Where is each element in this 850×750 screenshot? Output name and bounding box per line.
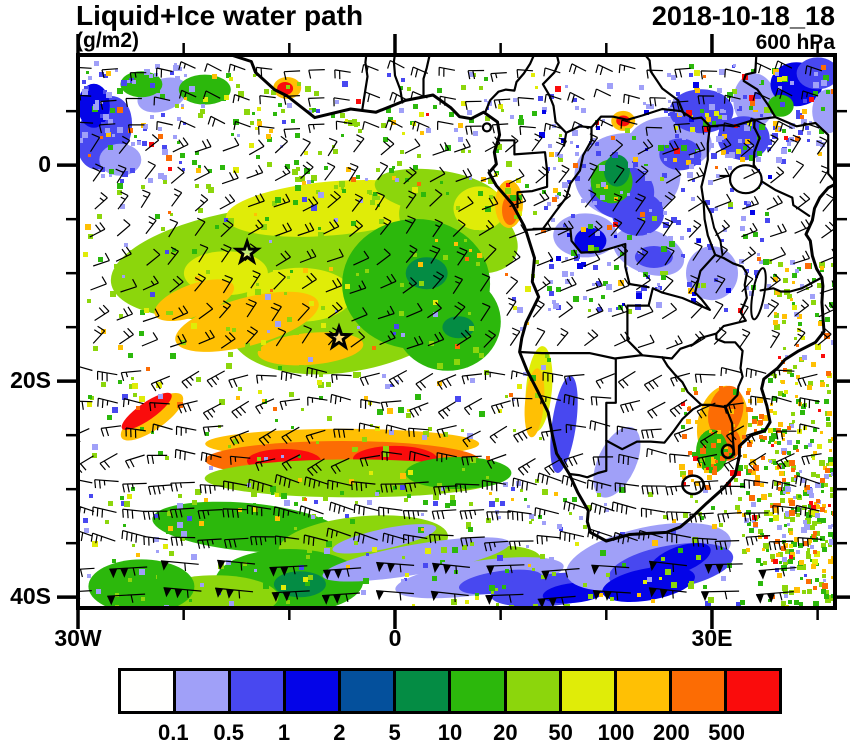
colorbar-label-5: 5 <box>388 720 401 745</box>
colorbar-label-100: 100 <box>597 720 635 745</box>
colorbar-label-20: 20 <box>493 720 518 745</box>
plot-title: Liquid+Ice water path <box>76 0 364 31</box>
colorbar-cell-8 <box>558 671 614 711</box>
colorbar-cell-6 <box>448 671 504 711</box>
colorbar-label-0.1: 0.1 <box>158 720 189 745</box>
valid-datetime: 2018-10-18_18 <box>651 1 835 31</box>
colorbar-label-50: 50 <box>548 720 573 745</box>
colorbar-cell-4 <box>338 671 394 711</box>
colorbar-cell-10 <box>668 671 724 711</box>
y-axis-label-0: 0 <box>38 151 51 177</box>
plot-units-label: (g/m2) <box>76 29 139 52</box>
colorbar-cell-2 <box>228 671 284 711</box>
speckle-field <box>78 61 835 608</box>
colorbar-cell-5 <box>393 671 449 711</box>
colorbar-cell-11 <box>723 671 779 711</box>
wind-barbs <box>78 59 835 608</box>
map-frame <box>57 34 850 629</box>
x-axis-label-30w: 30W <box>54 625 102 651</box>
colorbar-label-500: 500 <box>708 720 746 745</box>
y-axis-label-20s: 20S <box>10 367 51 393</box>
star-markers <box>232 236 354 351</box>
colorbar-cell-0 <box>121 671 174 711</box>
pressure-level-label: 600 hPa <box>755 31 835 54</box>
y-axis-label-40s: 40S <box>10 583 51 609</box>
coastlines-borders <box>226 55 835 543</box>
colorbar-cell-3 <box>283 671 339 711</box>
colorbar-label-1: 1 <box>277 720 291 745</box>
colorbar-label-10: 10 <box>437 720 463 745</box>
colorbar <box>118 668 782 714</box>
x-axis-label-0: 0 <box>388 625 402 651</box>
colorbar-cell-1 <box>173 671 229 711</box>
colorbar-cell-9 <box>613 671 669 711</box>
colorbar-label-0.5: 0.5 <box>213 720 244 745</box>
colorbar-label-2: 2 <box>333 720 346 745</box>
x-axis-label-30e: 30E <box>691 625 733 651</box>
colorbar-cell-7 <box>503 671 559 711</box>
colorbar-label-200: 200 <box>652 720 690 745</box>
